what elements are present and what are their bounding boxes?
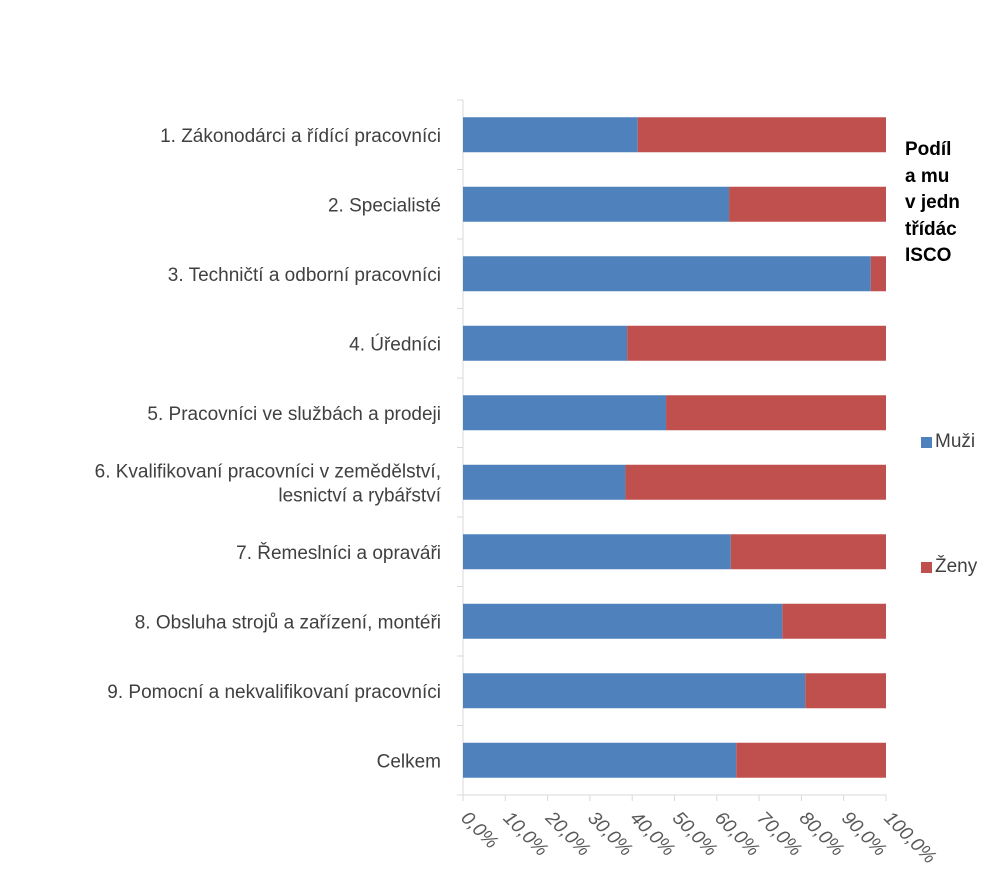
category-label: 3. Techničtí a odborní pracovníci <box>168 265 441 286</box>
bar-muzi <box>463 186 730 222</box>
x-tick-label: 40,0% <box>626 808 679 861</box>
category-label: Celkem <box>377 751 441 772</box>
chart-title-line: v jedn <box>905 192 960 213</box>
bar-zeny <box>730 534 886 570</box>
category-label: 6. Kvalifikovaní pracovníci v zemědělstv… <box>95 461 441 482</box>
category-label: 2. Specialisté <box>328 195 441 216</box>
category-label: lesnictví a rybářství <box>278 485 441 506</box>
bar-muzi <box>463 256 871 292</box>
x-tick-label: 50,0% <box>668 808 721 861</box>
x-tick-label: 100,0% <box>879 808 939 868</box>
x-tick-label: 30,0% <box>583 808 636 861</box>
legend-label-muzi: Muži <box>935 431 976 452</box>
category-label: 4. Úředníci <box>349 333 441 355</box>
bar-muzi <box>463 117 638 153</box>
x-tick-labels: 0,0%10,0%20,0%30,0%40,0%50,0%60,0%70,0%8… <box>456 807 939 868</box>
bar-zeny <box>736 742 886 778</box>
bar-muzi <box>463 742 737 778</box>
bar-zeny <box>870 256 886 292</box>
bar-zeny <box>805 673 886 709</box>
x-tick-label: 90,0% <box>837 808 890 861</box>
x-tick-label: 0,0% <box>456 808 502 854</box>
category-labels: 1. Zákonodárci a řídící pracovníci 2. Spe… <box>95 126 442 773</box>
category-label: 1. Zákonodárci a řídící pracovníci <box>160 126 441 147</box>
legend-item-zeny: Ženy <box>921 556 977 578</box>
bar-zeny <box>666 395 886 431</box>
chart-title-line: Podíl <box>905 139 952 160</box>
category-label: 5. Pracovníci ve službách a prodeji <box>147 404 441 425</box>
legend-swatch-zeny <box>921 561 932 573</box>
bar-muzi <box>463 325 628 361</box>
bar-zeny <box>782 603 886 639</box>
bars-layer <box>463 117 886 778</box>
chart-title-line: a mu <box>905 165 950 187</box>
chart-title-line: třídác <box>905 218 957 240</box>
legend-label-zeny: Ženy <box>935 556 978 577</box>
bar-muzi <box>463 395 667 431</box>
chart-title: Podíl a mu v jedn třídác ISCO <box>905 137 998 270</box>
bar-muzi <box>463 534 731 570</box>
category-label: 7. Řemeslníci a opraváři <box>236 542 441 564</box>
category-label: 9. Pomocní a nekvalifikovaní pracovníci <box>107 682 441 703</box>
bar-zeny <box>729 186 886 222</box>
x-tick-label: 60,0% <box>710 808 763 861</box>
legend-item-muzi: Muži <box>921 431 975 453</box>
bar-zeny <box>625 464 886 500</box>
x-tick-label: 20,0% <box>540 807 594 861</box>
bar-muzi <box>463 603 783 639</box>
bar-zeny <box>627 325 886 361</box>
x-tick-label: 70,0% <box>753 808 806 861</box>
chart-title-line: ISCO <box>905 245 952 266</box>
bar-zeny <box>637 117 886 153</box>
x-tick-label: 80,0% <box>795 808 848 861</box>
x-tick-label: 10,0% <box>499 808 552 861</box>
bar-muzi <box>463 673 806 709</box>
category-label: 8. Obsluha strojů a zařízení, montéři <box>135 612 441 633</box>
bar-muzi <box>463 464 626 500</box>
legend-swatch-muzi <box>921 436 932 448</box>
